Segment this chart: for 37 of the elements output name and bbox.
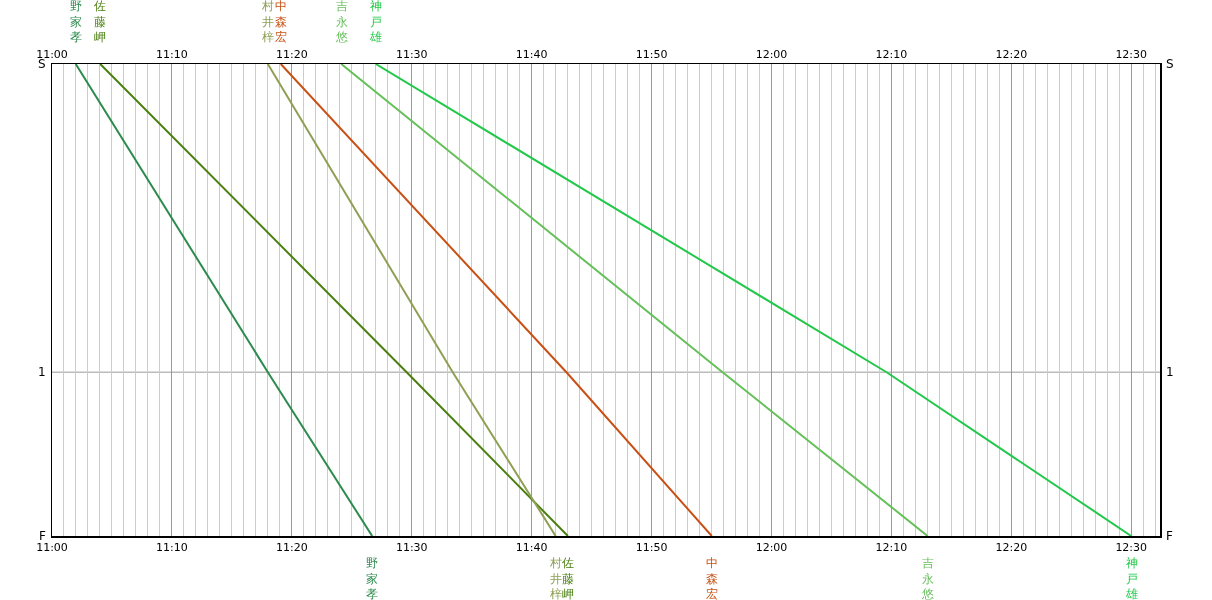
x-tick-label: 11:40 (515, 540, 548, 554)
x2-tick-label: 12:10 (875, 48, 908, 62)
x2-tick-label: 11:30 (395, 48, 428, 62)
series-label: 中森宏 (275, 0, 287, 45)
text: S (1166, 57, 1174, 71)
text: 1 (1166, 365, 1174, 379)
x-tick-label: 12:30 (1115, 540, 1148, 554)
x-tick-label: 11:50 (635, 540, 668, 554)
series-label: 村井梓 (261, 0, 274, 45)
text: F (39, 529, 46, 543)
series-label: 野家孝 (70, 0, 82, 45)
text: 神戸雄 (1126, 556, 1138, 600)
text: F (1166, 529, 1173, 543)
x-tick-label: 11:10 (156, 540, 188, 554)
text: 野家孝 (366, 556, 378, 600)
x-tick-label: 11:00 (36, 540, 68, 554)
text: 村井梓 (550, 556, 562, 600)
series-label: 吉永悠 (335, 0, 348, 45)
x-tick-label: 12:10 (875, 540, 908, 554)
text: 佐藤岬 (562, 556, 574, 600)
x-tick-label: 11:30 (395, 540, 428, 554)
x-tick-label: 12:00 (755, 540, 788, 554)
x2-tick-label: 12:20 (995, 48, 1028, 62)
series-label: 佐藤岬 (94, 0, 106, 45)
x2-tick-label: 11:40 (515, 48, 548, 62)
x2-tick-label: 11:50 (635, 48, 668, 62)
x2-tick-label: 12:30 (1115, 48, 1148, 62)
text: 中森宏 (706, 556, 718, 600)
text: S (38, 57, 46, 71)
x-tick-label: 12:20 (995, 540, 1028, 554)
x2-tick-label: 11:20 (275, 48, 308, 62)
text: 1 (38, 365, 46, 379)
x2-tick-label: 12:00 (755, 48, 788, 62)
series-label: 神戸雄 (369, 0, 382, 45)
x2-tick-label: 11:10 (156, 48, 188, 62)
x-tick-label: 11:20 (275, 540, 308, 554)
text: 吉永悠 (922, 556, 934, 600)
